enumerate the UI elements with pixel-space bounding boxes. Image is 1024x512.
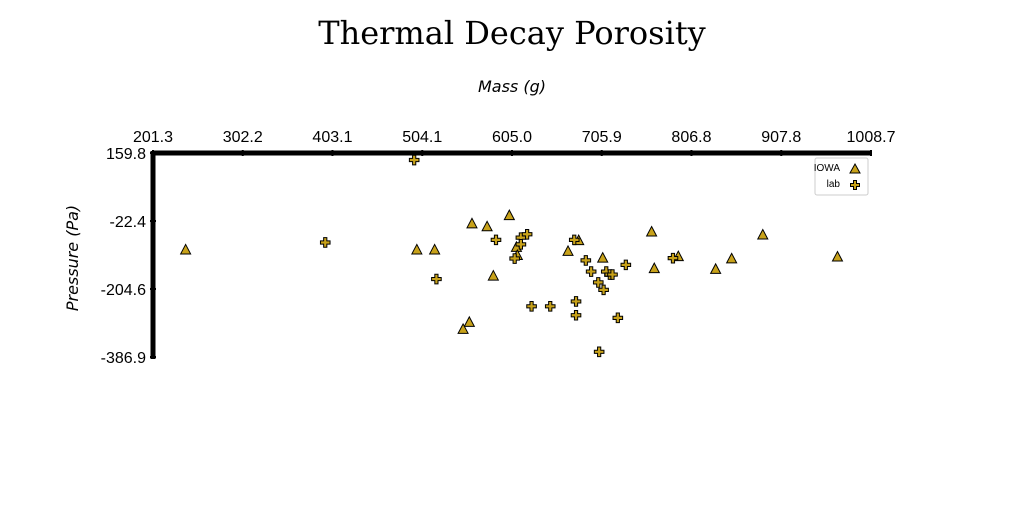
x-tick-label: 705.9: [582, 129, 622, 146]
data-point-iowa: [428, 243, 441, 255]
data-point-iowa: [463, 315, 476, 327]
y-axis-label: Pressure (Pa): [63, 205, 82, 311]
legend: IOWA lab: [814, 157, 869, 196]
y-tick-label: -22.4: [110, 214, 147, 231]
data-point-iowa: [725, 252, 738, 264]
data-point-lab: [544, 300, 556, 312]
data-point-lab: [607, 269, 618, 280]
chart-title: Thermal Decay Porosity: [318, 14, 706, 52]
data-point-iowa: [487, 269, 500, 281]
x-tick-label: 806.8: [671, 129, 711, 146]
legend-triangle-marker: [849, 162, 861, 174]
data-point-lab: [612, 312, 624, 324]
data-point-iowa: [411, 243, 423, 255]
data-point-iowa: [503, 209, 516, 221]
data-point-iowa: [645, 225, 658, 237]
data-point-lab: [667, 252, 679, 264]
x-tick-label: 907.8: [761, 129, 801, 146]
x-tick-label: 403.1: [312, 129, 352, 146]
y-tick-label: -386.9: [101, 350, 146, 367]
data-point-lab: [568, 234, 580, 246]
data-point-iowa: [466, 217, 478, 229]
data-point-iowa: [562, 244, 574, 256]
data-point-lab: [319, 237, 331, 248]
x-tick-label: 302.2: [223, 129, 263, 146]
data-point-iowa: [596, 251, 609, 263]
data-point-lab: [526, 300, 537, 312]
y-tick-label: 159.8: [106, 146, 146, 163]
data-point-lab: [570, 309, 582, 321]
legend-label-lab: lab: [827, 179, 841, 190]
legend-label-iowa: IOWA: [814, 163, 841, 174]
data-point-lab: [580, 255, 592, 266]
y-axis-ticks: 159.8 -22.4 -204.6 -386.9: [101, 146, 156, 367]
data-point-iowa: [756, 228, 769, 240]
data-point-iowa: [709, 262, 722, 274]
data-points: [179, 154, 844, 358]
y-tick-label: -204.6: [101, 282, 146, 299]
x-axis-label: Mass (g): [478, 77, 546, 96]
data-point-iowa: [481, 220, 493, 232]
data-point-lab: [585, 266, 597, 277]
x-tick-label: 504.1: [402, 129, 442, 146]
legend-plus-marker: [850, 180, 860, 190]
data-point-lab: [408, 154, 420, 166]
data-point-lab: [620, 259, 632, 271]
data-point-iowa: [179, 243, 192, 255]
data-point-lab: [570, 296, 582, 307]
x-axis-ticks: 201.3 302.2 403.1 504.1 605.0 705.9 806.8 907.8…: [133, 129, 896, 156]
data-point-iowa: [457, 322, 469, 334]
data-point-lab: [521, 228, 533, 240]
data-point-lab: [598, 284, 609, 296]
x-tick-label: 1008.7: [847, 129, 896, 146]
data-point-iowa: [831, 250, 844, 262]
data-point-lab: [592, 277, 604, 288]
data-point-lab: [593, 346, 605, 358]
x-tick-label: 201.3: [133, 129, 173, 146]
data-point-lab: [509, 253, 520, 264]
x-tick-label: 605.0: [492, 129, 532, 146]
data-point-lab: [515, 239, 527, 250]
data-point-lab: [490, 234, 502, 246]
data-point-iowa: [648, 262, 661, 274]
data-point-lab: [431, 273, 442, 285]
